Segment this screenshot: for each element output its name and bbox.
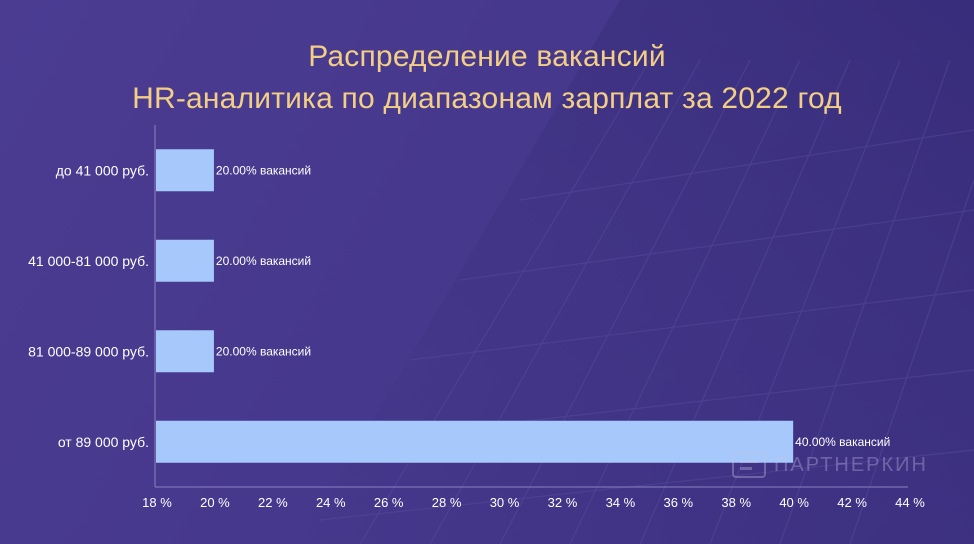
watermark-text: ПАРТНЕРКИН: [774, 453, 928, 476]
data-labels: 20.00% вакансий 20.00% вакансий 20.00% вак…: [216, 163, 890, 449]
chart-subtitle: HR-аналитика по диапазонам зарплат за 20…: [132, 82, 842, 115]
x-tick-label-6: 28 %: [432, 495, 462, 510]
x-tick-label-13: 42 %: [837, 495, 867, 510]
bar-4: [156, 420, 794, 463]
x-tick-label-7: 30 %: [490, 495, 520, 510]
data-label-2: 20.00% вакансий: [216, 254, 311, 268]
x-tick-label-9: 34 %: [606, 495, 636, 510]
x-tick-label-5: 26 %: [374, 495, 404, 510]
bar-1: [156, 149, 214, 192]
data-label-1: 20.00% вакансий: [216, 163, 311, 177]
data-label-3: 20.00% вакансий: [216, 344, 311, 358]
x-tick-label-12: 40 %: [779, 495, 809, 510]
watermark: ПАРТНЕРКИН: [732, 452, 928, 478]
chart-title-block: Распределение вакансий HR-аналитика по д…: [0, 36, 974, 120]
category-label-3: 81 000-89 000 руб.: [28, 343, 149, 359]
x-tick-label-3: 22 %: [258, 495, 288, 510]
category-label-1: до 41 000 руб.: [56, 162, 149, 178]
x-tick-label-14: 44 %: [895, 495, 925, 510]
category-label-2: 41 000-81 000 руб.: [28, 253, 149, 269]
bar-3: [156, 330, 214, 373]
bars-group: [156, 149, 794, 463]
data-label-4: 40.00% вакансий: [795, 435, 890, 449]
x-tick-label-2: 20 %: [200, 495, 230, 510]
bar-2: [156, 239, 214, 282]
x-tick-label-1: 18 %: [142, 495, 172, 510]
chart-title: Распределение вакансий: [308, 40, 666, 73]
partnerkin-logo-icon: [732, 452, 766, 478]
x-tick-label-11: 38 %: [721, 495, 751, 510]
x-tick-label-4: 24 %: [316, 495, 346, 510]
x-tick-label-10: 36 %: [663, 495, 693, 510]
x-tick-labels: 18 % 20 % 22 % 24 % 26 % 28 % 30 % 32 % 34 % 36 %…: [142, 495, 925, 510]
x-tick-label-8: 32 %: [548, 495, 578, 510]
category-label-4: от 89 000 руб.: [58, 434, 149, 450]
category-labels: до 41 000 руб. 41 000-81 000 руб. 81 000-8…: [28, 162, 149, 450]
